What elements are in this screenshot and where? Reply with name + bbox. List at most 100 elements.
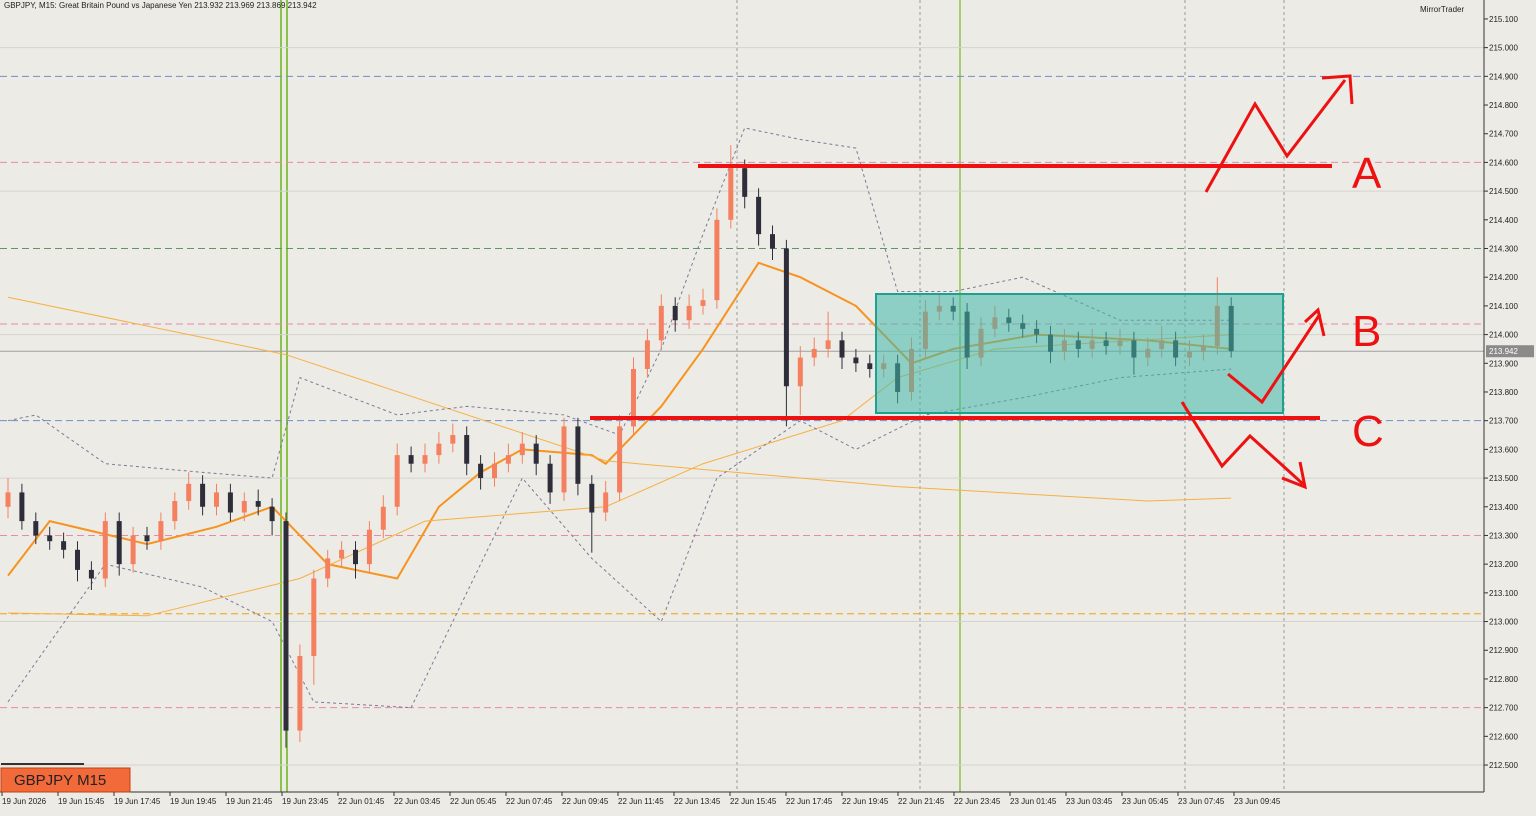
candle-body — [47, 535, 53, 542]
candle-body — [269, 506, 275, 522]
y-tick-label: 213.800 — [1489, 388, 1518, 397]
candle-body — [61, 541, 67, 550]
x-tick-label: 19 Jun 17:45 — [114, 797, 161, 806]
candle-body — [783, 248, 789, 387]
candle-body — [714, 219, 720, 301]
price-tag — [1486, 345, 1534, 358]
candle-body — [617, 426, 623, 493]
candle-body — [756, 196, 762, 235]
candle-body — [5, 492, 11, 507]
candle-body — [102, 521, 108, 579]
candle-body — [130, 535, 136, 565]
candle-body — [380, 506, 386, 530]
y-tick-label: 212.800 — [1489, 675, 1518, 684]
x-tick-label: 22 Jun 03:45 — [394, 797, 441, 806]
symbol-badge — [0, 767, 131, 793]
y-tick-label: 214.000 — [1489, 331, 1518, 340]
candle-body — [88, 569, 94, 579]
candle-body — [686, 305, 692, 321]
candle-body — [436, 443, 442, 456]
x-tick-label: 23 Jun 05:45 — [1122, 797, 1169, 806]
candle-body — [353, 549, 358, 565]
candle-body — [339, 549, 345, 559]
candle-body — [700, 300, 706, 306]
y-tick-label: 212.700 — [1489, 704, 1518, 713]
y-tick-label: 213.000 — [1489, 618, 1518, 627]
y-tick-label: 212.600 — [1489, 732, 1518, 741]
candle-body — [464, 435, 470, 464]
x-tick-label: 22 Jun 19:45 — [842, 797, 889, 806]
candle-body — [75, 549, 80, 570]
y-tick-label: 214.600 — [1489, 158, 1518, 167]
y-tick-label: 213.400 — [1489, 503, 1518, 512]
x-tick-label: 23 Jun 09:45 — [1234, 797, 1281, 806]
y-tick-label: 214.400 — [1489, 216, 1518, 225]
x-tick-label: 22 Jun 01:45 — [338, 797, 385, 806]
arrow-b — [1227, 313, 1322, 405]
candle-body — [186, 483, 192, 502]
x-tick-label: 22 Jun 17:45 — [786, 797, 833, 806]
x-tick-label: 19 Jun 23:45 — [282, 797, 329, 806]
overlay-line — [7, 127, 1232, 479]
x-tick-label: 23 Jun 07:45 — [1178, 797, 1225, 806]
candle-body — [144, 535, 150, 542]
y-tick-label: 215.000 — [1489, 44, 1518, 53]
x-tick-label: 22 Jun 11:45 — [618, 797, 664, 806]
candle-body — [644, 340, 650, 370]
y-tick-label: 214.800 — [1489, 101, 1518, 110]
candle-body — [255, 501, 261, 507]
x-tick-label: 22 Jun 23:45 — [954, 797, 1001, 806]
candle-body — [200, 483, 206, 507]
candle-body — [575, 426, 581, 484]
candle-body — [533, 443, 539, 464]
candle-body — [811, 348, 817, 358]
y-tick-label: 214.700 — [1489, 130, 1518, 139]
candle-body — [283, 521, 289, 731]
candle-body — [728, 168, 734, 220]
x-tick-label: 22 Jun 13:45 — [674, 797, 721, 806]
header: GBPJPY, M15: Great Britain Pound vs Japa… — [4, 1, 317, 10]
candle-body — [116, 521, 122, 565]
y-tick-label: 215.100 — [1489, 15, 1518, 24]
drawings: A B C — [590, 74, 1384, 490]
candle-body — [561, 426, 567, 493]
candle-body — [33, 521, 39, 536]
candle-body — [366, 529, 372, 565]
candle-body — [631, 369, 636, 427]
candle-body — [853, 357, 859, 364]
y-tick-label: 213.600 — [1489, 445, 1518, 454]
candle-body — [672, 305, 678, 321]
candle-body — [422, 455, 428, 464]
overlay-line — [7, 296, 1232, 502]
y-tick-label: 214.500 — [1489, 187, 1518, 196]
x-tick-label: 19 Jun 21:45 — [226, 797, 273, 806]
y-tick-label: 213.500 — [1489, 474, 1518, 483]
y-tick-label: 214.300 — [1489, 245, 1518, 254]
candle-body — [394, 455, 400, 507]
candle-body — [505, 455, 511, 464]
x-tick-label: 22 Jun 15:45 — [730, 797, 777, 806]
x-tick-label: 22 Jun 21:45 — [898, 797, 945, 806]
x-tick-label: 23 Jun 03:45 — [1066, 797, 1113, 806]
candle-body — [19, 492, 25, 522]
y-tick-label: 212.900 — [1489, 646, 1518, 655]
candle-body — [547, 463, 553, 493]
y-tick-label: 213.100 — [1489, 589, 1518, 598]
candle-body — [408, 455, 414, 464]
price-tag-label: 213.942 — [1489, 347, 1518, 356]
y-tick-label: 213.900 — [1489, 359, 1518, 368]
candle-body — [492, 463, 497, 479]
y-tick-label: 213.300 — [1489, 531, 1518, 540]
candle-body — [158, 521, 164, 542]
y-tick-label: 212.500 — [1489, 761, 1518, 770]
range-box[interactable] — [875, 293, 1284, 414]
candle-body — [241, 501, 247, 513]
y-tick-label: 213.700 — [1489, 417, 1518, 426]
brand: MirrorTrader — [1420, 5, 1464, 14]
y-tick-label: 213.200 — [1489, 560, 1518, 569]
candle-body — [297, 655, 303, 731]
annotation: B — [1352, 307, 1381, 356]
candle-body — [797, 357, 803, 387]
